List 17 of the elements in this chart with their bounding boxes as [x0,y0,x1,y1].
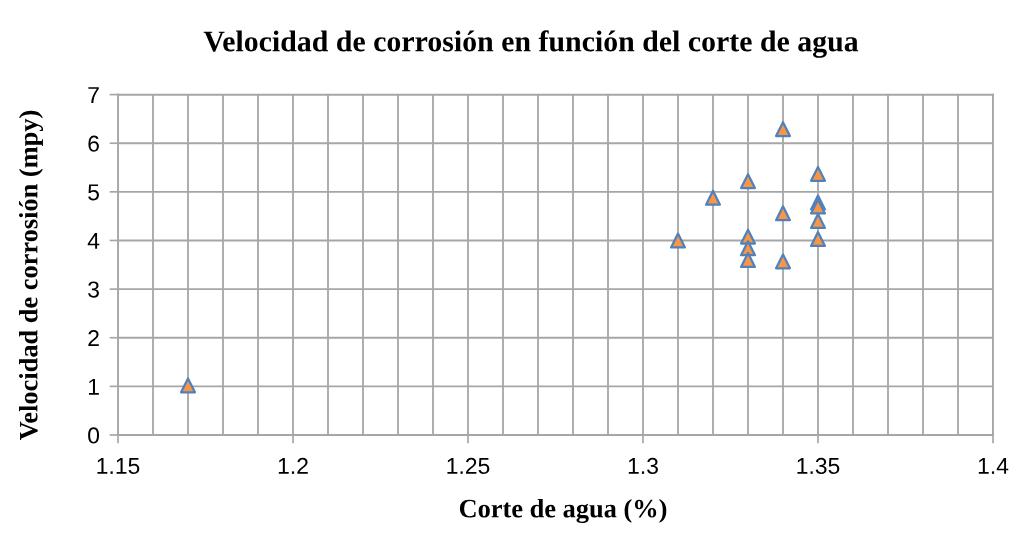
x-tick-label: 1.3 [628,457,658,475]
y-tick-label: 2 [88,330,99,347]
x-tick-label: 1.2 [278,457,308,474]
y-tick-label: 1 [88,378,99,395]
y-tick-label: 0 [88,427,100,444]
x-axis-title: Corte de agua (%) [459,498,667,524]
y-tick-label: 3 [88,281,99,298]
y-tick-label: 6 [88,135,99,152]
y-tick-label: 5 [88,184,99,201]
x-tick-label: 1.4 [978,458,1009,474]
y-tick-label: 4 [87,233,100,249]
y-axis-title: Velocidad de corrosión (mpy) [18,110,44,441]
chart-title: Velocidad de corrosión en función del corte de agua [203,30,859,58]
x-tick-label: 1.15 [97,458,140,475]
x-tick-label: 1.35 [797,457,840,475]
x-tick-label: 1.25 [447,457,490,475]
y-tick-label: 7 [88,87,99,103]
